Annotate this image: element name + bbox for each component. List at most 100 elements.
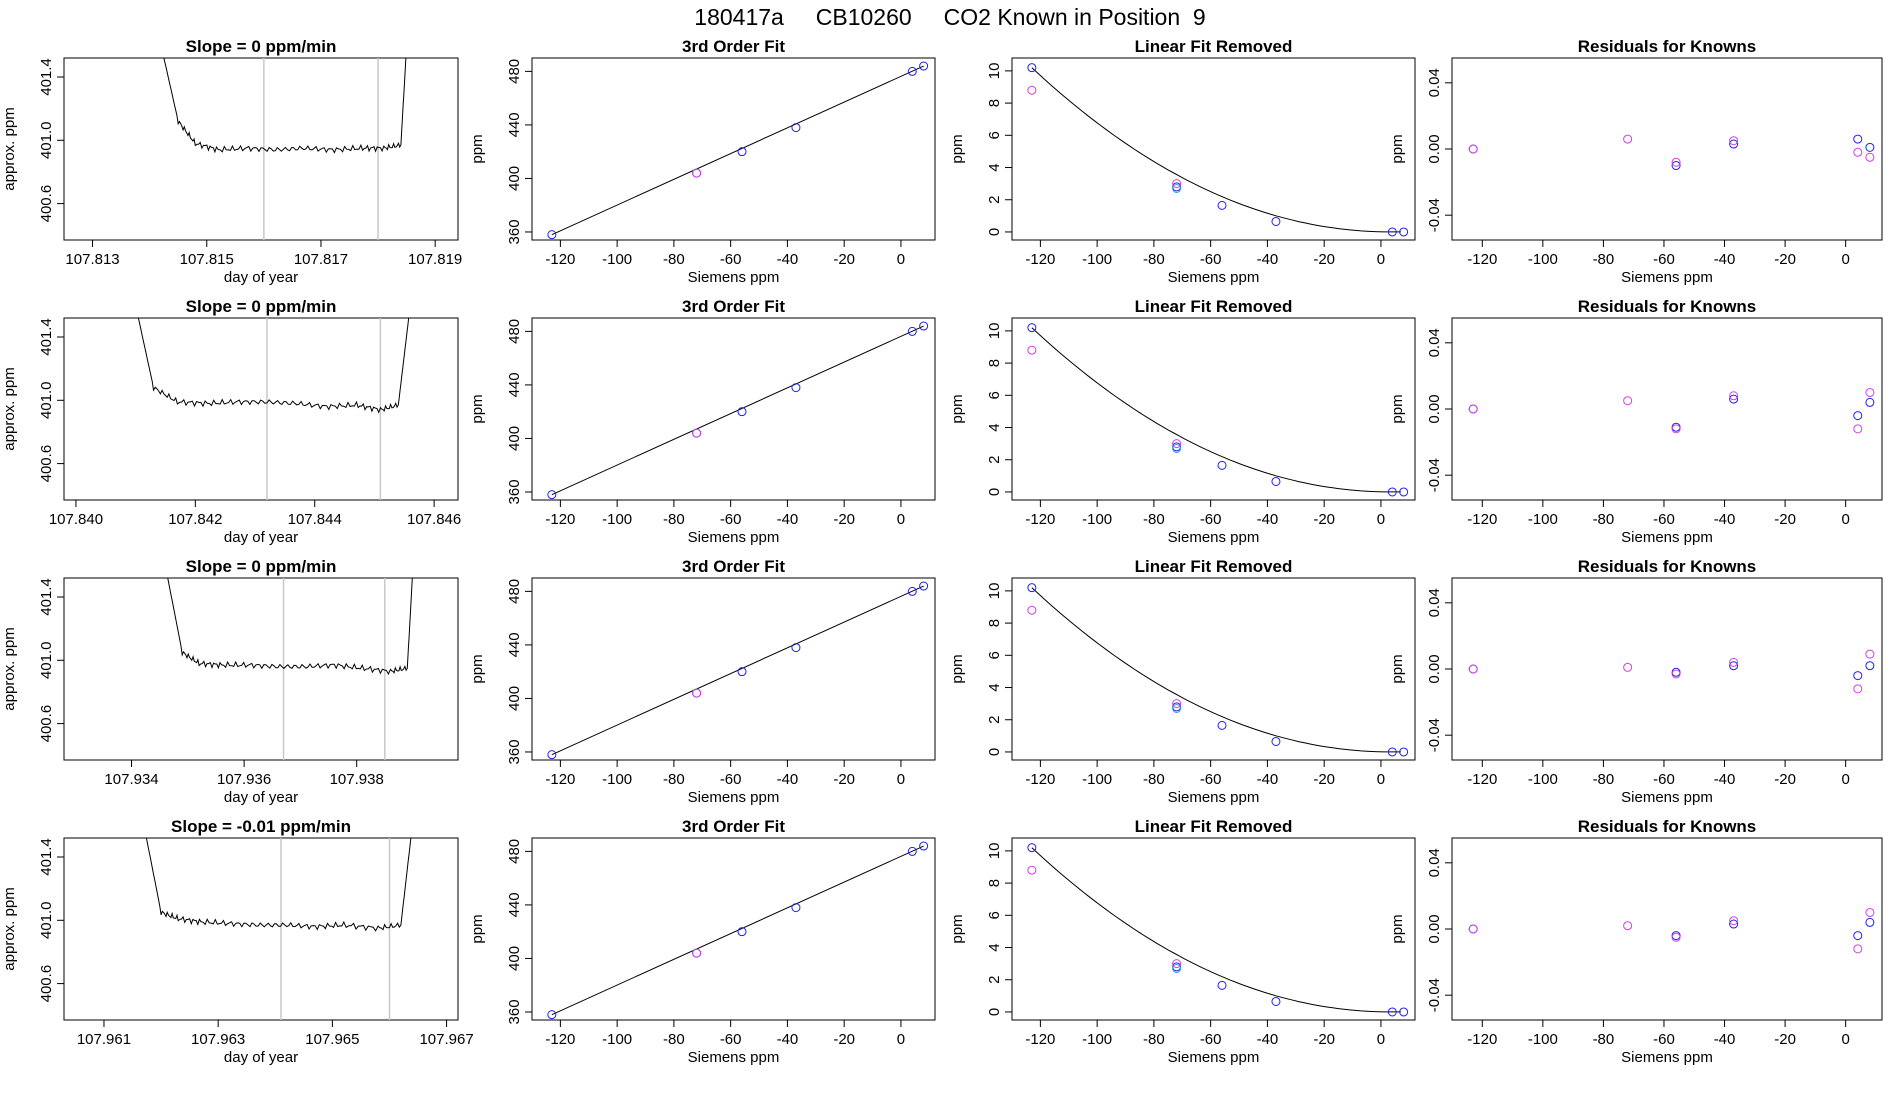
- y-tick-label: 480: [506, 59, 523, 84]
- trace-line: [163, 58, 407, 154]
- x-tick-label: -80: [1593, 1031, 1615, 1048]
- data-point: [1027, 323, 1037, 333]
- plot-area: [547, 841, 929, 1020]
- x-axis-label: Siemens ppm: [1621, 269, 1713, 286]
- data-point: [919, 581, 929, 591]
- x-tick-label: -20: [1313, 251, 1335, 268]
- y-tick-label: 480: [506, 839, 523, 864]
- panel-1-3: Linear Fit Removed -120 -100 -80 -60 -40 -20 0 0…: [949, 37, 1416, 286]
- x-tick-label: 0: [897, 1031, 905, 1048]
- x-tick-label: -80: [663, 511, 685, 528]
- y-tick-label: 400: [506, 946, 523, 971]
- panel-4-4: Residuals for Knowns -120 -100 -80 -60 -40 -20…: [1389, 817, 1883, 1066]
- plot-frame: [531, 317, 936, 501]
- data-point: [1271, 736, 1281, 746]
- x-tick-label: 0: [1841, 511, 1849, 528]
- panel-title: 3rd Order Fit: [682, 817, 785, 836]
- data-point: [1468, 924, 1478, 934]
- y-axis-label: approx. ppm: [1, 887, 18, 970]
- x-tick-label: -80: [663, 251, 685, 268]
- data-point: [1172, 963, 1182, 973]
- x-tick-label: -80: [1593, 251, 1615, 268]
- x-tick-label: 0: [1377, 251, 1385, 268]
- panel-1-1: Slope = 0 ppm/min 107.813 107.815 107.817 10…: [1, 37, 462, 286]
- plot-area: [547, 581, 929, 760]
- data-point: [1865, 152, 1875, 162]
- plot-frame: [531, 57, 936, 241]
- plot-area: [547, 321, 929, 500]
- x-tick-label: -100: [1082, 771, 1112, 788]
- x-tick-label: -120: [1025, 511, 1055, 528]
- fit-line: [1031, 847, 1401, 1013]
- data-point: [791, 903, 801, 913]
- data-point: [692, 168, 702, 178]
- plot-frame: [1011, 837, 1416, 1021]
- y-axis-label: ppm: [949, 134, 966, 163]
- y-tick-label: 2: [986, 716, 1003, 724]
- data-point: [1853, 147, 1863, 157]
- x-tick-label: 107.819: [408, 251, 462, 268]
- data-point: [1671, 157, 1681, 167]
- data-point: [1172, 703, 1182, 713]
- y-tick-label: 401.0: [38, 902, 55, 940]
- panel-title: Residuals for Knowns: [1578, 297, 1757, 316]
- x-tick-label: -40: [1714, 511, 1736, 528]
- data-point: [1172, 179, 1182, 189]
- data-point: [1271, 216, 1281, 226]
- panel-title: Slope = 0 ppm/min: [186, 297, 337, 316]
- x-axis-label: Siemens ppm: [1621, 529, 1713, 546]
- x-tick-label: 107.840: [49, 511, 103, 528]
- y-tick-label: 401.4: [38, 578, 55, 616]
- data-point: [1623, 396, 1633, 406]
- y-axis-label: ppm: [949, 394, 966, 423]
- y-axis-label: ppm: [949, 914, 966, 943]
- data-point: [1853, 134, 1863, 144]
- x-tick-label: -60: [1653, 1031, 1675, 1048]
- y-tick-label: 401.0: [38, 382, 55, 420]
- x-tick-label: 107.961: [77, 1031, 131, 1048]
- data-point: [1729, 919, 1739, 929]
- y-tick-label: 8: [986, 99, 1003, 107]
- y-axis-label: ppm: [1389, 134, 1406, 163]
- panel-2-3: Linear Fit Removed -120 -100 -80 -60 -40 -20 0 0…: [949, 297, 1416, 546]
- y-tick-label: 4: [986, 423, 1003, 431]
- data-point: [1387, 227, 1397, 237]
- y-tick-label: 480: [506, 319, 523, 344]
- data-point: [791, 123, 801, 133]
- y-tick-label: 440: [506, 112, 523, 137]
- x-tick-label: -20: [833, 771, 855, 788]
- x-tick-label: 0: [1841, 1031, 1849, 1048]
- y-axis-label: ppm: [1389, 914, 1406, 943]
- x-tick-label: -60: [1653, 511, 1675, 528]
- x-axis-label: day of year: [224, 1049, 298, 1066]
- x-axis-label: Siemens ppm: [688, 529, 780, 546]
- panel-4-3: Linear Fit Removed -120 -100 -80 -60 -40 -20 0 0…: [949, 817, 1416, 1066]
- x-tick-label: -20: [833, 1031, 855, 1048]
- y-tick-label: 10: [986, 843, 1003, 860]
- data-point: [1468, 404, 1478, 414]
- x-tick-label: -20: [833, 251, 855, 268]
- y-tick-label: 400.6: [38, 965, 55, 1003]
- data-point: [1027, 85, 1037, 95]
- y-axis-label: approx. ppm: [1, 367, 18, 450]
- panel-1-4: Residuals for Knowns -120 -100 -80 -60 -40 -20…: [1389, 37, 1883, 286]
- data-point: [1172, 699, 1182, 709]
- plot-frame: [63, 577, 459, 761]
- x-tick-label: 0: [1377, 1031, 1385, 1048]
- x-tick-label: -40: [1257, 771, 1279, 788]
- data-point: [1671, 424, 1681, 434]
- data-point: [1217, 720, 1227, 730]
- x-tick-label: -20: [1774, 771, 1796, 788]
- x-tick-label: -40: [777, 1031, 799, 1048]
- x-axis-label: day of year: [224, 529, 298, 546]
- x-tick-label: -100: [1082, 251, 1112, 268]
- y-tick-label: -0.04: [1426, 718, 1443, 752]
- data-point: [1865, 649, 1875, 659]
- x-tick-label: -120: [1025, 1031, 1055, 1048]
- y-tick-label: 4: [986, 163, 1003, 171]
- x-tick-label: 0: [1377, 511, 1385, 528]
- panel-4-2: 3rd Order Fit -120 -100 -80 -60 -40 -20 0 360 400…: [469, 817, 936, 1066]
- data-point: [1865, 907, 1875, 917]
- y-axis-label: ppm: [469, 394, 486, 423]
